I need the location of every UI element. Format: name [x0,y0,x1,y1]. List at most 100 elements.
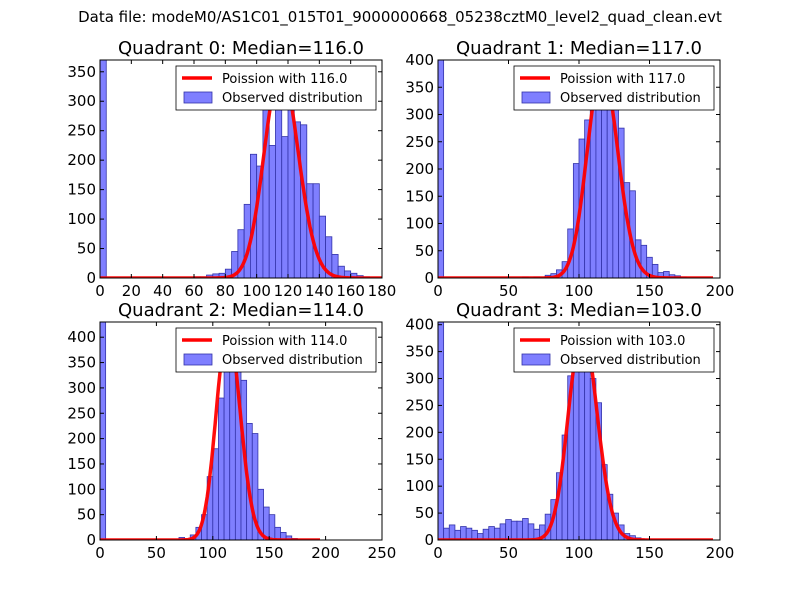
histogram-bar [100,322,107,540]
histogram-bar [285,535,293,540]
x-tick-label: 150 [635,544,664,562]
legend-bar-label: Observed distribution [222,353,363,368]
x-tick-label: 40 [153,282,172,300]
y-tick-label: 400 [405,316,434,334]
legend-bar-swatch [521,353,551,366]
x-tick-label: 50 [499,544,518,562]
histogram-bar [460,526,467,540]
histogram-bar [218,397,225,540]
y-tick-label: 0 [86,269,96,287]
legend: Poission with 116.0 Observed distribution [175,65,377,111]
y-tick-label: 300 [405,370,434,388]
legend-bar-swatch [183,353,213,366]
histogram-bar [281,136,289,278]
subplot-title: Quadrant 3: Median=103.0 [456,300,702,321]
axes-frame [99,321,383,541]
poisson-fit-line [100,67,382,278]
histogram-bar [499,523,507,540]
x-tick-label: 0 [95,544,105,562]
histogram-bar [516,520,524,540]
x-tick-label: 200 [706,282,735,300]
y-tick-label: 50 [415,504,434,522]
histogram-bar [510,520,518,540]
x-tick-label: 60 [184,282,203,300]
quadrant-0-panel: 0 20 40 60 80 100 120 140 160 1800501001502002503… [67,38,396,300]
histogram-bar [443,527,450,540]
y-tick-label: 200 [405,160,434,178]
y-tick-label: 250 [405,133,434,151]
y-tick-label: 150 [67,181,96,199]
legend: Poission with 103.0 Observed distribution [513,327,715,373]
y-tick-label: 150 [405,187,434,205]
x-tick-label: 200 [706,544,735,562]
histogram-bar [275,94,283,278]
histogram-bar [578,343,586,540]
histogram-bar [438,322,445,540]
histogram-bar [251,433,259,540]
quadrant-1-panel: 0 50 100 150 200 0 50 100 150 200 250 300 350 400 Quad… [405,38,734,300]
histogram-bar [223,357,231,540]
y-tick-label: 50 [77,240,96,258]
legend-bar-label: Observed distribution [560,353,701,368]
quadrant-2-panel: 0 50 100 150 200 250 0 50 100 150 200 250 300 350 400 Q… [67,300,396,562]
y-tick-label: 400 [67,328,96,346]
histogram-bar [527,523,535,540]
x-tick-label: 120 [274,282,303,300]
subplot-title: Quadrant 1: Median=117.0 [456,38,702,59]
histogram-bar [268,145,276,278]
legend-bar-label: Observed distribution [222,91,363,106]
y-tick-label: 200 [405,423,434,441]
x-tick-label: 250 [368,544,397,562]
y-tick-label: 350 [405,343,434,361]
axes-frame [99,59,383,279]
x-tick-label: 0 [433,282,443,300]
y-tick-label: 200 [67,151,96,169]
x-tick-label: 0 [95,282,105,300]
histogram-bar [493,527,501,540]
histogram-bar [572,370,580,540]
y-tick-label: 150 [405,450,434,468]
legend-bar-swatch [183,91,213,104]
y-tick-label: 100 [67,480,96,498]
y-tick-label: 0 [424,269,434,287]
y-tick-label: 200 [67,430,96,448]
x-tick-label: 180 [368,282,397,300]
x-tick-label: 100 [565,544,594,562]
y-tick-label: 0 [86,531,96,549]
x-tick-label: 50 [147,544,166,562]
y-tick-label: 100 [405,477,434,495]
legend-line-label: Poission with 114.0 [222,334,347,349]
y-tick-label: 150 [67,455,96,473]
y-tick-label: 400 [405,51,434,69]
y-tick-label: 350 [67,63,96,81]
x-tick-label: 150 [255,544,284,562]
y-tick-label: 250 [67,404,96,422]
y-tick-label: 350 [405,78,434,96]
subplot-title: Quadrant 2: Median=114.0 [118,300,364,321]
histogram-bar [601,92,608,278]
legend-line-label: Poission with 117.0 [560,72,685,87]
legend-bar-swatch [521,91,551,104]
y-tick-label: 250 [405,396,434,414]
x-tick-label: 100 [565,282,594,300]
y-tick-label: 50 [415,242,434,260]
quadrant-3-panel: 0 50 100 150 200 0 50 100 150 200 250 300 350 400 Quad… [405,300,734,562]
x-tick-label: 100 [242,282,271,300]
x-tick-label: 20 [122,282,141,300]
histogram-bar [229,352,236,540]
histogram-bar [595,86,602,278]
x-tick-label: 160 [336,282,365,300]
histogram-bar [268,514,276,540]
histogram-bar [212,448,219,540]
y-tick-label: 300 [67,379,96,397]
y-tick-label: 100 [67,210,96,228]
histogram-bar [312,183,320,278]
histogram-bar [651,263,659,278]
x-tick-label: 0 [433,544,443,562]
histogram-bar [465,527,473,540]
y-tick-label: 0 [424,531,434,549]
figure-suptitle: Data file: modeM0/AS1C01_015T01_90000006… [78,8,722,26]
legend-bar-label: Observed distribution [560,91,701,106]
legend: Poission with 114.0 Observed distribution [175,327,377,373]
